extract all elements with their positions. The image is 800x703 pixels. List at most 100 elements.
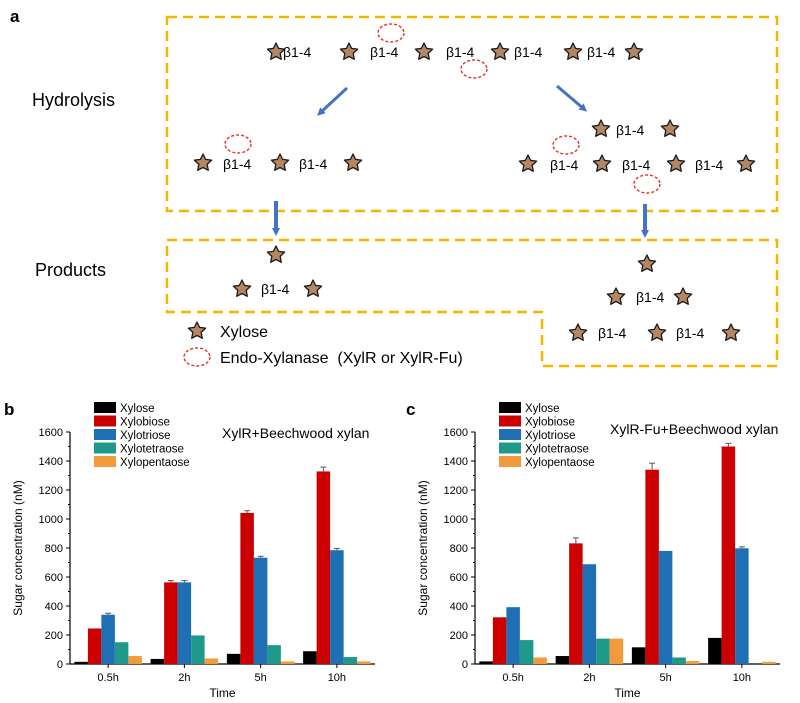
bar (762, 661, 776, 664)
xylose-icon (606, 287, 626, 305)
bar (74, 661, 88, 664)
bar (519, 640, 534, 664)
y-axis-label: Sugar concentration (nM) (11, 480, 25, 615)
bar (645, 469, 659, 664)
enzyme-icon (552, 135, 580, 155)
bar (658, 550, 673, 664)
y-tick-label: 1000 (444, 514, 468, 526)
bar (479, 661, 493, 664)
row-label-products: Products (35, 260, 106, 280)
bar (253, 557, 268, 664)
x-tick-label: 5h (255, 672, 267, 684)
bond-label: β1-4 (370, 44, 399, 60)
bar (128, 656, 142, 664)
arrow-icon (317, 86, 349, 116)
y-tick-label: 1600 (39, 427, 63, 439)
bar-chart-b: b 0 200 400 600 800 1000 1200 1400 1600 0.5h 2h 5h 1… (4, 400, 375, 700)
legend-swatch (499, 415, 521, 427)
legend-label: Xylotetraose (525, 444, 589, 456)
xylose-icon (232, 279, 252, 297)
legend-label: Xylopentaose (120, 457, 190, 469)
enzyme-icon (633, 174, 661, 194)
x-tick-label: 2h (583, 672, 595, 684)
products-box (165, 238, 779, 368)
x-tick-label: 5h (660, 672, 672, 684)
enzyme-icon (377, 23, 488, 79)
hydrolysis-box (165, 15, 779, 213)
bar (114, 642, 129, 664)
panel-label-c: c (406, 400, 415, 419)
y-tick-label: 600 (450, 572, 468, 584)
y-tick-label: 200 (450, 630, 468, 642)
bond-label: β1-4 (261, 281, 290, 297)
xylose-icon (563, 42, 583, 60)
xylose-icon (490, 42, 510, 60)
bar (177, 582, 192, 664)
xylose-icon (414, 42, 434, 60)
x-tick-label: 2h (178, 672, 190, 684)
legend-enzyme-label: Endo-Xylanase (XylR or XylR-Fu) (220, 350, 463, 367)
bond-label: β1-4 (622, 157, 651, 173)
intermediate-right: β1-4 β1-4 β1-4 β1-4 (518, 119, 756, 194)
chart-title: XylR-Fu+Beechwood xylan (610, 421, 778, 437)
bond-label: β1-4 (299, 156, 328, 172)
legend-swatch (94, 415, 116, 427)
legend-swatch (499, 429, 521, 440)
arrow-icon (556, 84, 588, 112)
bar (735, 548, 749, 664)
legend-swatch (94, 429, 116, 440)
xylose-icon (647, 323, 667, 341)
panel-label-b: b (4, 400, 14, 419)
bar (267, 645, 281, 664)
xylose-icon (187, 321, 207, 339)
bar (150, 658, 165, 664)
legend-xylose-label: Xylose (220, 324, 268, 341)
bar (357, 661, 371, 664)
y-axis-label: Sugar concentration (nM) (416, 480, 430, 615)
legend-label: Xylose (525, 403, 560, 415)
xylose-icon (568, 323, 588, 341)
bar (330, 550, 344, 664)
bar (316, 471, 331, 664)
bond-label: β1-4 (446, 44, 475, 60)
legend-label: Xylotriose (525, 430, 576, 442)
x-tick-label: 10h (328, 672, 346, 684)
legend-label: Xylose (120, 403, 155, 415)
chart-title: XylR+Beechwood xylan (222, 425, 369, 441)
bar (596, 638, 610, 664)
intermediate-left: β1-4 β1-4 (193, 134, 363, 172)
legend-label: Xylopentaose (525, 457, 595, 469)
xylose-icon (303, 279, 323, 297)
xylose-icon (592, 154, 612, 172)
bar (672, 657, 686, 664)
bar (631, 647, 646, 664)
xylose-icon (736, 154, 756, 172)
bar (492, 617, 507, 664)
xylose-icon (673, 287, 693, 305)
bar (582, 564, 597, 664)
panel-label-a: a (10, 7, 20, 26)
bar (721, 446, 736, 664)
bond-label: β1-4 (587, 44, 616, 60)
xylan-chain: β1-4 β1-4 β1-4 β1-4 β1-4 (266, 42, 644, 60)
products-left: β1-4 (232, 245, 323, 297)
bar (191, 635, 205, 664)
xylose-icon (666, 154, 686, 172)
y-tick-label: 200 (45, 630, 63, 642)
legend-label: Xylotetraose (120, 444, 184, 456)
diagram-legend: Xylose Endo-Xylanase (XylR or XylR-Fu) (183, 321, 463, 367)
y-tick-label: 400 (45, 601, 63, 613)
legend-label: Xylobiose (525, 417, 575, 429)
bar (303, 651, 317, 664)
legend-swatch (499, 402, 521, 413)
row-label-hydrolysis: Hydrolysis (32, 90, 115, 110)
enzyme-icon (224, 134, 252, 154)
bar (708, 637, 722, 664)
xylose-icon (591, 119, 611, 137)
enzyme-icon (183, 347, 211, 367)
legend-swatch (94, 402, 116, 413)
bond-label: β1-4 (223, 156, 252, 172)
bar (506, 607, 520, 664)
xylose-icon (193, 153, 213, 171)
bar (569, 543, 583, 664)
